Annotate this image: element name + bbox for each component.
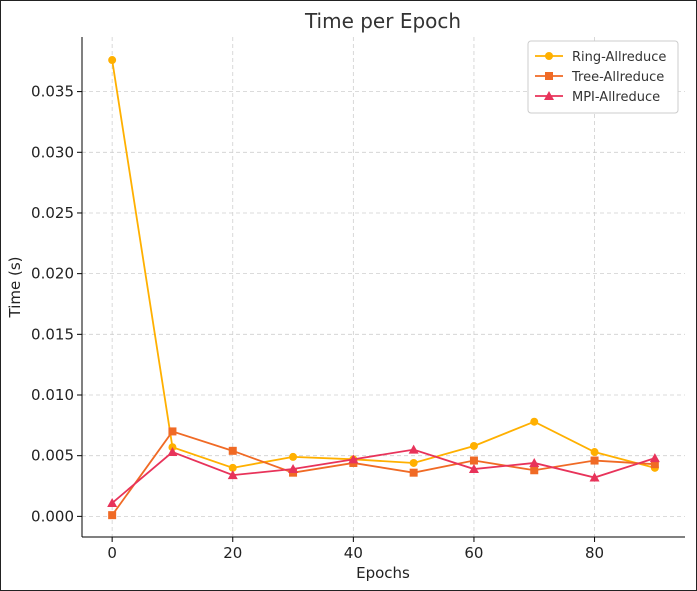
- legend-marker: [545, 72, 553, 80]
- data-point: [289, 452, 298, 461]
- data-point: [469, 441, 478, 450]
- data-point: [108, 56, 117, 65]
- axes: 0 20 40 60 80 0.000 0.005 0.010 0.015 0.020 0.025 0…: [31, 37, 685, 562]
- series-line: [111, 448, 656, 504]
- series-line: [111, 430, 655, 516]
- data-point: [468, 464, 479, 474]
- legend-label: MPI-Allreduce: [572, 90, 660, 105]
- data-point: [167, 447, 178, 457]
- series-line: [111, 59, 656, 469]
- data-point: [409, 458, 418, 467]
- data-point: [228, 446, 237, 455]
- data-point: [529, 457, 540, 467]
- y-axis-label: Time (s): [6, 257, 24, 319]
- legend-label: Ring-Allreduce: [572, 50, 666, 65]
- legend-label: Tree-Allreduce: [571, 70, 664, 85]
- y-tick-label: 0.005: [31, 447, 74, 465]
- data-point: [227, 470, 238, 480]
- data-point: [590, 456, 599, 465]
- data-point: [590, 448, 599, 457]
- y-tick-label: 0.025: [31, 204, 74, 222]
- y-tick-label: 0.035: [31, 83, 74, 101]
- y-tick-label: 0.000: [31, 507, 74, 525]
- x-tick-label: 0: [107, 544, 117, 562]
- data-point: [649, 453, 660, 463]
- data-point: [530, 466, 539, 475]
- x-tick-label: 40: [344, 544, 363, 562]
- data-point: [409, 468, 418, 477]
- data-point: [469, 456, 478, 465]
- data-point: [530, 417, 539, 426]
- data-point: [168, 427, 177, 436]
- x-axis-label: Epochs: [356, 564, 410, 582]
- series-layer: [107, 56, 660, 520]
- legend-marker: [545, 52, 553, 60]
- chart-title: Time per Epoch: [304, 9, 461, 33]
- x-tick-label: 60: [464, 544, 483, 562]
- grid: [82, 37, 685, 537]
- x-tick-label: 80: [585, 544, 604, 562]
- y-tick-label: 0.015: [31, 325, 74, 343]
- data-point: [228, 463, 237, 472]
- y-tick-label: 0.020: [31, 265, 74, 283]
- data-point: [408, 444, 419, 454]
- y-tick-label: 0.010: [31, 386, 74, 404]
- legend-box: [527, 40, 679, 114]
- data-point: [107, 498, 118, 508]
- data-point: [650, 460, 659, 469]
- data-point: [348, 454, 359, 464]
- series-group: [107, 444, 660, 508]
- data-point: [589, 472, 600, 482]
- data-point: [108, 511, 117, 520]
- series-group: [108, 56, 659, 472]
- x-tick-label: 20: [223, 544, 242, 562]
- data-point: [288, 464, 299, 474]
- legend-marker: [544, 91, 554, 100]
- y-tick-label: 0.030: [31, 143, 74, 161]
- legend: Ring-Allreduce Tree-Allreduce MPI-Allreduc…: [527, 40, 679, 114]
